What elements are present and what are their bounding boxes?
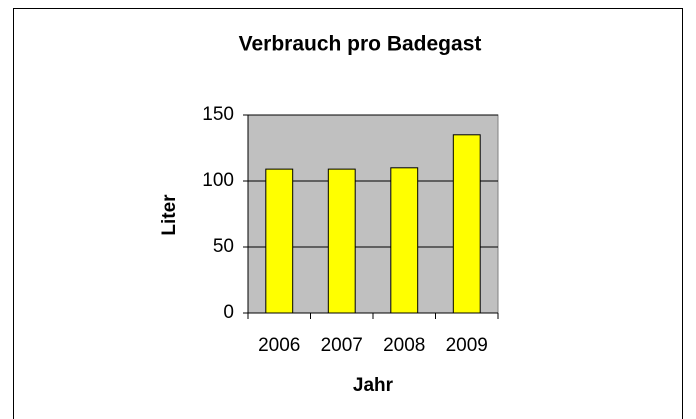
x-tick-label: 2008 xyxy=(383,335,425,356)
x-tick-label: 2009 xyxy=(446,335,488,356)
bar xyxy=(452,134,481,314)
y-tick-label: 50 xyxy=(213,236,234,257)
y-tick-label: 0 xyxy=(223,302,234,323)
bar xyxy=(327,168,356,314)
bar xyxy=(265,168,294,314)
chart-title: Verbrauch pro Badegast xyxy=(239,33,482,56)
x-tick-label: 2007 xyxy=(321,335,363,356)
y-tick-label: 100 xyxy=(202,170,234,191)
y-tick-label: 150 xyxy=(202,104,234,125)
bar xyxy=(390,167,419,314)
y-axis-title: Liter xyxy=(159,194,180,236)
x-tick-label: 2006 xyxy=(258,335,300,356)
x-axis-title: Jahr xyxy=(353,375,394,396)
